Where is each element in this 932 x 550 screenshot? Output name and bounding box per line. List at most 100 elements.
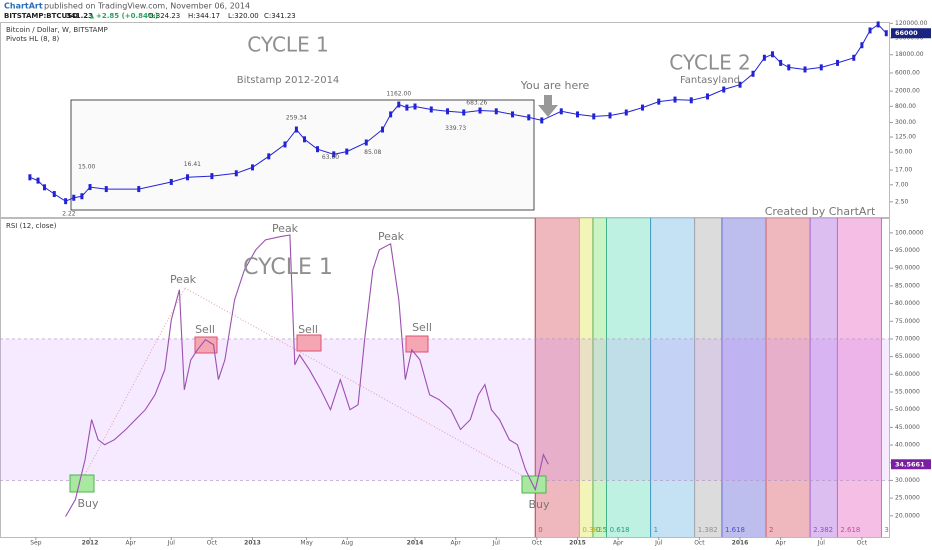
- ohlc: L:320.00: [228, 12, 259, 20]
- pivot-label: 2.22: [62, 210, 76, 217]
- fib-label: 3: [884, 526, 888, 534]
- price-bar: [706, 93, 710, 100]
- fib-label: 2: [769, 526, 773, 534]
- x-tick-label: Jul: [167, 540, 176, 547]
- buy-box: [521, 475, 547, 494]
- price-bar: [446, 108, 450, 115]
- ohlc: C:341.23: [264, 12, 296, 20]
- price-bar: [364, 139, 368, 146]
- price-bar: [234, 170, 238, 177]
- y-tick-label: 75.0000: [895, 318, 920, 325]
- sell-box: [296, 334, 322, 352]
- price-bar: [787, 64, 791, 71]
- price-bar: [527, 114, 531, 121]
- x-tick-label: 2015: [569, 540, 586, 547]
- fib-zone: [810, 218, 838, 537]
- price-bar: [494, 108, 498, 115]
- sell-box: [194, 336, 218, 354]
- price-bar: [876, 21, 880, 28]
- y-tick-label: 25.0000: [895, 495, 920, 502]
- fib-zone: [606, 218, 651, 537]
- fib-zone: [694, 218, 722, 537]
- price-bar: [104, 186, 108, 193]
- last-price: 341.23: [66, 12, 93, 20]
- fib-zone: [592, 218, 607, 537]
- pivot-label: 1162.00: [386, 91, 411, 98]
- ohlc: O:324.23: [148, 12, 180, 20]
- fib-label: 0: [538, 526, 542, 534]
- price-bar: [283, 141, 287, 148]
- x-tick-label: Oct: [694, 540, 705, 547]
- author[interactable]: ChartArt: [4, 2, 43, 11]
- x-tick-label: Apr: [125, 540, 136, 547]
- y-tick-label: 120000.00: [895, 20, 928, 27]
- price-bar: [294, 126, 298, 133]
- y-tick-label: 6000.00: [895, 69, 920, 76]
- fib-label: 0.382: [582, 526, 602, 534]
- published: published on TradingView.com, November 0…: [44, 2, 250, 11]
- price-bar: [267, 153, 271, 160]
- pivot-label: 683.26: [466, 99, 487, 106]
- fib-label: 2.618: [840, 526, 860, 534]
- x-tick-label: Oct: [532, 540, 543, 547]
- price-bar: [251, 164, 255, 171]
- y-tick-label: 95.0000: [895, 247, 920, 254]
- price-bar: [316, 146, 320, 153]
- price-bar: [803, 66, 807, 73]
- pivot-label: 259.34: [286, 114, 307, 121]
- price-bar: [186, 174, 190, 181]
- price-bar: [413, 103, 417, 110]
- price-bar: [405, 104, 409, 111]
- rsi-panel: [0, 218, 890, 538]
- price-bar: [169, 178, 173, 185]
- y-tick-label: 30.0000: [895, 477, 920, 484]
- y-tick-label: 55.0000: [895, 389, 920, 396]
- price-bar: [52, 191, 56, 198]
- x-tick-label: Jul: [492, 540, 501, 547]
- price-bar: [72, 194, 76, 201]
- x-tick-label: Aug: [341, 540, 353, 547]
- price-bar: [576, 111, 580, 118]
- x-tick-label: Jul: [817, 540, 826, 547]
- price-bar: [429, 106, 433, 113]
- x-tick-label: 2016: [732, 540, 749, 547]
- price-bar: [540, 117, 544, 124]
- annotation: Sell: [298, 323, 318, 336]
- x-tick-label: Oct: [857, 540, 868, 547]
- x-tick-label: Apr: [613, 540, 624, 547]
- price-bar: [137, 186, 141, 193]
- price-bar: [592, 113, 596, 120]
- annotation: Sell: [195, 323, 215, 336]
- annotation: Buy: [528, 498, 550, 511]
- last-value-label: 34.5661: [895, 460, 925, 468]
- panel-title: Bitcoin / Dollar, W, BITSTAMP: [6, 26, 108, 34]
- price-bar: [641, 104, 645, 111]
- y-tick-label: 18000.00: [895, 51, 924, 58]
- price-bar: [303, 136, 307, 143]
- here-arrow: [538, 95, 558, 117]
- pivot-label: 339.73: [445, 125, 466, 132]
- price-bar: [657, 98, 661, 105]
- y-tick-label: 17.00: [895, 167, 912, 174]
- y-tick-label: 125.00: [895, 134, 916, 141]
- price-bar: [738, 81, 742, 88]
- price-bar: [751, 70, 755, 77]
- x-tick-label: Apr: [775, 540, 786, 547]
- price-bar: [64, 198, 68, 205]
- annotation: You are here: [520, 79, 590, 92]
- y-tick-label: 50.0000: [895, 406, 920, 413]
- price-panel: [0, 22, 890, 218]
- annotation: Fantasyland: [680, 75, 740, 86]
- price-bar: [836, 59, 840, 66]
- price-bar: [80, 193, 84, 200]
- annotation: Peak: [272, 222, 299, 235]
- annotation: CYCLE 1: [243, 255, 333, 280]
- y-tick-label: 70.0000: [895, 335, 920, 342]
- y-tick-label: 100.0000: [895, 229, 924, 236]
- panel-title: RSI (12, close): [6, 222, 57, 230]
- y-tick-label: 85.0000: [895, 282, 920, 289]
- price-bar: [819, 64, 823, 71]
- annotation: Buy: [77, 497, 99, 510]
- x-tick-label: 2014: [407, 540, 424, 547]
- y-tick-label: 2000.00: [895, 88, 920, 95]
